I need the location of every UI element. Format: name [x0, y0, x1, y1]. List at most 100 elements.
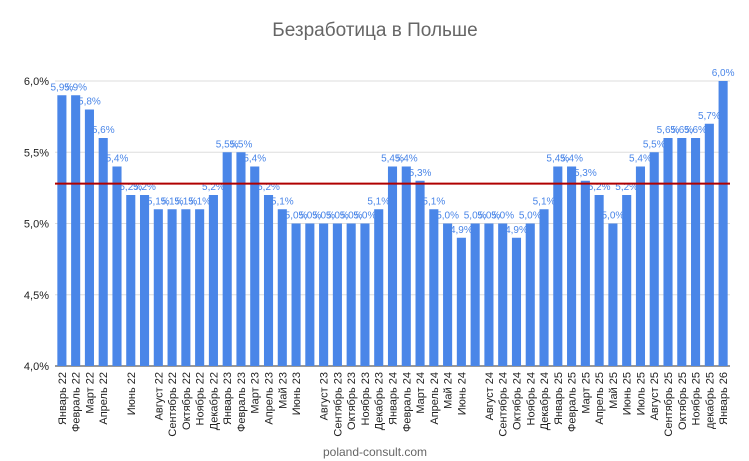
value-label: 5,1% — [147, 196, 170, 207]
bar — [360, 223, 370, 366]
x-tick-label: Февраль 23 — [236, 372, 248, 432]
bar — [401, 166, 411, 366]
value-label: 6,0% — [712, 68, 735, 79]
x-tick-label: Март 25 — [580, 372, 592, 414]
x-tick-label: Январь 25 — [553, 372, 565, 425]
value-label: 5,4% — [106, 154, 129, 165]
x-tick-label: Октябрь 25 — [677, 372, 689, 430]
bar — [387, 166, 398, 366]
x-tick-label: Август 22 — [153, 372, 165, 420]
value-label: 5,7% — [698, 111, 721, 122]
value-label: 5,6% — [684, 125, 707, 136]
x-tick-label: декабрь 25 — [704, 372, 716, 429]
x-tick-label: Январь 24 — [388, 372, 400, 425]
bar — [718, 81, 728, 366]
value-label: 5,2% — [615, 182, 638, 193]
x-tick-label: Май 24 — [443, 372, 455, 409]
value-label: 5,1% — [271, 196, 294, 207]
x-tick-label: Август 23 — [319, 372, 331, 420]
bar — [277, 209, 287, 366]
bar — [511, 237, 522, 366]
bar — [167, 209, 177, 366]
bar — [346, 223, 356, 366]
bar — [98, 138, 108, 366]
y-tick-label: 4,0% — [24, 361, 49, 373]
x-tick-label: Апрель 24 — [429, 372, 441, 425]
value-label: 5,6% — [92, 125, 115, 136]
value-label: 5,0% — [326, 211, 349, 222]
x-tick-label: Январь 23 — [222, 372, 234, 425]
value-label: 5,0% — [464, 211, 487, 222]
x-tick-label: Февраль 25 — [567, 372, 579, 432]
value-label: 5,0% — [312, 211, 335, 222]
x-tick-label: Октябрь 24 — [511, 372, 523, 430]
x-tick-label: Ноябрь 22 — [195, 372, 207, 425]
x-tick-label: Сентябрь 22 — [167, 372, 179, 437]
x-tick-label: Июнь 23 — [291, 372, 303, 415]
value-label: 5,5% — [643, 139, 666, 150]
value-label: 5,4% — [546, 154, 569, 165]
bar — [456, 237, 466, 366]
x-tick-label: Апрель 22 — [98, 372, 110, 425]
bar — [649, 152, 659, 366]
bar — [470, 223, 480, 366]
bar — [429, 209, 439, 366]
bar — [291, 223, 301, 366]
value-label: 5,2% — [133, 182, 156, 193]
value-label: 5,4% — [395, 154, 418, 165]
bar — [443, 223, 453, 366]
bar — [236, 152, 246, 366]
bar — [84, 109, 94, 366]
value-label: 5,9% — [50, 82, 73, 93]
x-tick-label: Февраль 24 — [401, 372, 413, 432]
value-label: 5,3% — [574, 168, 597, 179]
chart-title: Безработица в Польше — [272, 20, 478, 41]
value-label: 4,9% — [505, 225, 528, 236]
bar — [305, 223, 315, 366]
bar — [484, 223, 494, 366]
bar — [153, 209, 163, 366]
value-label: 5,0% — [285, 211, 308, 222]
bar — [663, 138, 673, 366]
x-tick-label: Март 23 — [250, 372, 262, 414]
value-label: 5,4% — [560, 154, 583, 165]
value-label: 5,2% — [257, 182, 280, 193]
bar — [677, 138, 687, 366]
bar — [580, 180, 590, 366]
x-tick-label: Ноябрь 24 — [525, 372, 537, 425]
bar — [374, 209, 384, 366]
x-tick-label: Июнь 25 — [622, 372, 634, 415]
value-label: 5,0% — [354, 211, 377, 222]
value-label: 5,1% — [533, 196, 556, 207]
bar — [567, 166, 577, 366]
value-label: 5,2% — [588, 182, 611, 193]
bar — [263, 195, 274, 366]
bar — [332, 223, 342, 366]
value-label: 5,1% — [422, 196, 445, 207]
bar — [415, 180, 425, 366]
bar — [608, 223, 618, 366]
bar — [319, 223, 329, 366]
value-label: 5,1% — [188, 196, 211, 207]
value-label: 5,0% — [478, 211, 501, 222]
x-tick-label: Сентябрь 23 — [332, 372, 344, 437]
x-tick-label: Январь 26 — [718, 372, 730, 425]
value-label: 5,5% — [216, 139, 239, 150]
bar — [553, 166, 563, 366]
value-label: 5,3% — [409, 168, 432, 179]
bar — [250, 166, 260, 366]
bar — [594, 195, 604, 366]
value-label: 5,0% — [519, 211, 542, 222]
bar — [525, 223, 535, 366]
x-tick-label: Июнь 24 — [456, 372, 468, 415]
value-label: 5,4% — [243, 154, 266, 165]
y-tick-label: 5,0% — [24, 219, 49, 231]
bar — [126, 195, 136, 366]
y-tick-label: 5,5% — [24, 147, 49, 159]
bar — [208, 195, 218, 366]
value-label: 5,9% — [64, 82, 87, 93]
bar — [622, 195, 632, 366]
bar — [139, 195, 150, 366]
bar — [498, 223, 508, 366]
